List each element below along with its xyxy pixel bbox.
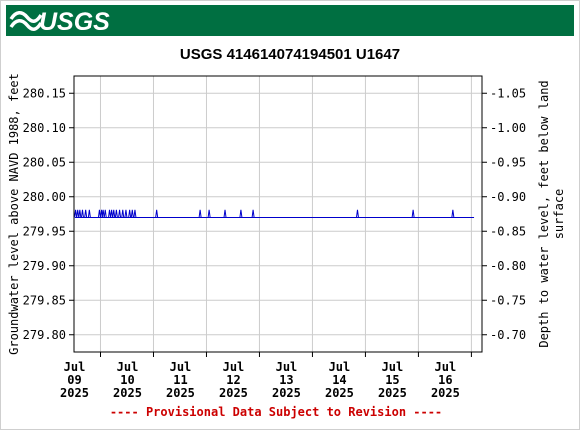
series-spike [108,209,111,218]
right-tick-label: -0.75 [490,293,526,307]
series-spike [87,209,91,218]
chart-title: USGS 414614074194501 U1647 [180,46,400,63]
provisional-footnote: ---- Provisional Data Subject to Revisio… [110,405,442,419]
grid-lines [74,76,482,352]
left-tick-label: 280.15 [23,86,66,100]
left-axis: 280.15 280.10 280.05 280.00 279.95 279.90 279.… [23,86,74,342]
x-tick-day: 15 [385,373,399,387]
data-series [74,209,475,218]
left-tick-label: 279.90 [23,259,66,273]
right-tick-label: -0.90 [490,190,526,204]
x-tick-year: 2025 [325,386,354,400]
series-spike [355,209,359,218]
x-tick-year: 2025 [431,386,460,400]
x-tick-day: 14 [332,373,346,387]
series-spike [128,209,132,218]
x-tick-year: 2025 [60,386,89,400]
series-spike [155,209,159,218]
left-tick-label: 279.80 [23,328,66,342]
y-axis-label-right-line1: Depth to water level, feet below land [537,80,551,347]
x-tick-year: 2025 [219,386,248,400]
x-tick-month: Jul [276,360,298,374]
x-tick-day: 12 [226,373,240,387]
left-tick-label: 280.00 [23,190,66,204]
x-tick-day: 10 [120,373,134,387]
series-spike [112,209,116,218]
x-tick-month: Jul [435,360,457,374]
series-spike [110,209,114,218]
series-spike [239,209,243,218]
x-tick-year: 2025 [166,386,195,400]
series-spike [101,209,105,218]
series-spike [451,209,455,218]
right-tick-label: -0.80 [490,259,526,273]
x-tick-month: Jul [170,360,192,374]
usgs-banner: USGS [6,5,574,36]
series-spike [80,209,84,218]
series-spike [97,209,101,218]
x-tick-year: 2025 [272,386,301,400]
right-tick-label: -1.05 [490,86,526,100]
right-tick-label: -0.85 [490,224,526,238]
series-spike [251,209,255,218]
y-axis-label-left: Groundwater level above NAVD 1988, feet [7,73,21,355]
series-spike [103,209,107,218]
right-axis: -1.05 -1.00 -0.95 -0.90 -0.85 -0.80 -0.75 -0.70 [482,86,526,342]
right-tick-label: -1.00 [490,121,526,135]
x-tick-year: 2025 [378,386,407,400]
series-spike [223,209,227,218]
x-tick-day: 13 [279,373,293,387]
series-spike [121,209,125,218]
series-spike [76,209,80,218]
series-spike [133,209,137,218]
x-tick-day: 11 [173,373,187,387]
series-spike [411,209,415,218]
x-tick-day: 16 [438,373,452,387]
x-tick-year: 2025 [113,386,142,400]
series-spike [124,209,128,218]
plot-area [73,75,483,353]
x-tick-month: Jul [382,360,404,374]
usgs-wave-icon [9,11,43,31]
series-spike [84,209,88,218]
x-tick-day: 09 [67,373,81,387]
series-spike [114,209,118,218]
left-tick-label: 279.95 [23,224,66,238]
x-tick-month: Jul [329,360,351,374]
y-axis-label-right-line2: surface [552,189,566,240]
right-tick-label: -0.70 [490,328,526,342]
series-spike [198,209,202,218]
x-axis: Jul092025Jul102025Jul112025Jul122025Jul1… [60,352,472,400]
series-spike [118,209,122,218]
usgs-logo-text: USGS [39,8,110,36]
right-tick-label: -0.95 [490,155,526,169]
x-tick-month: Jul [223,360,245,374]
x-tick-month: Jul [64,360,86,374]
left-tick-label: 280.10 [23,121,66,135]
left-tick-label: 279.85 [23,293,66,307]
series-spike [78,209,82,218]
series-spike [74,209,78,218]
series-spike [130,209,134,218]
x-tick-month: Jul [117,360,139,374]
left-tick-label: 280.05 [23,155,66,169]
series-spike [207,209,211,218]
usgs-logo: USGS [6,5,574,36]
